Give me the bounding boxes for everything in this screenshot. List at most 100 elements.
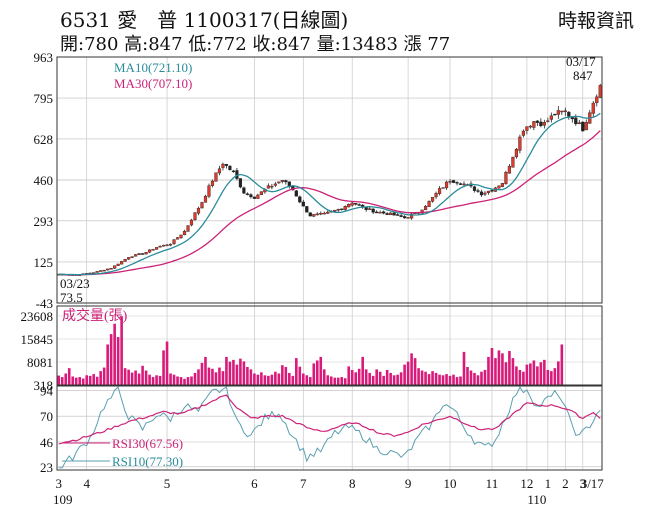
volume-bar	[99, 371, 102, 385]
candle-body	[168, 243, 173, 246]
candle-body	[350, 202, 354, 206]
candle-body	[95, 271, 99, 273]
volume-bar	[487, 356, 490, 385]
candle-body	[423, 206, 428, 211]
month-label: 1	[545, 476, 552, 491]
volume-bar	[431, 371, 434, 385]
volume-bar	[529, 363, 532, 385]
rsi-tick-label: 46	[40, 435, 54, 450]
volume-bar	[207, 367, 211, 385]
candle-body	[357, 204, 361, 206]
candle-body	[399, 215, 403, 217]
volume-bar	[78, 377, 82, 385]
month-label: 3	[55, 476, 62, 491]
volume-bar	[295, 358, 298, 385]
candle-body	[500, 183, 505, 187]
candle-body	[109, 268, 113, 270]
candle-body	[210, 180, 215, 186]
candle-body	[518, 136, 522, 151]
candle-body	[427, 201, 431, 207]
volume-bar	[399, 372, 403, 385]
candle-body	[207, 185, 211, 197]
year-label-110: 110	[527, 492, 546, 507]
month-label: 9	[405, 476, 412, 491]
candle-body	[389, 212, 393, 216]
candle-body	[182, 231, 187, 236]
candle-body	[430, 197, 435, 202]
candle-body	[595, 96, 599, 104]
volume-bars	[57, 316, 564, 385]
candle-body	[147, 249, 152, 253]
candle-body	[123, 259, 127, 262]
volume-bar	[448, 375, 452, 385]
volume-bar	[267, 375, 270, 385]
panel-frame	[56, 305, 603, 386]
candle-body	[458, 183, 463, 185]
candle-body	[266, 185, 270, 189]
volume-bar	[277, 373, 281, 385]
price-candles	[57, 83, 602, 276]
price-tick-label: 628	[34, 132, 54, 147]
candle-body	[312, 214, 316, 217]
candle-body	[130, 256, 134, 258]
volume-bar	[60, 377, 64, 385]
volume-bar	[190, 376, 193, 385]
candle-body	[556, 110, 560, 115]
volume-bar	[385, 369, 389, 385]
candle-body	[144, 252, 148, 255]
volume-bar	[270, 374, 274, 385]
price-tick-label: 963	[34, 50, 54, 65]
rsi-tick-label: 70	[40, 409, 53, 424]
volume-bar	[235, 364, 239, 385]
volume-bar	[158, 375, 162, 385]
volume-bar	[186, 377, 190, 385]
last-date-label: 03/17	[566, 54, 596, 69]
candle-body	[392, 212, 396, 216]
candle-body	[511, 156, 515, 168]
volume-bar	[137, 373, 141, 385]
volume-bar	[214, 372, 218, 385]
month-label: 3	[580, 476, 587, 491]
volume-bar	[225, 356, 228, 385]
volume-bar	[183, 378, 186, 385]
candle-body	[549, 115, 553, 120]
month-label: 12	[520, 476, 533, 491]
ma30-line	[58, 130, 601, 276]
candle-body	[514, 148, 519, 158]
volume-bar	[515, 366, 518, 385]
volume-bar	[102, 367, 106, 385]
volume-bar	[319, 356, 323, 385]
candle-body	[434, 193, 438, 198]
candle-body	[280, 180, 284, 182]
candle-body	[137, 253, 141, 255]
volume-bar	[221, 371, 225, 385]
candle-body	[591, 102, 595, 114]
volume-bar	[375, 369, 378, 385]
candle-body	[140, 253, 145, 255]
volume-bar	[228, 361, 232, 385]
volume-bar	[354, 372, 358, 385]
volume-bar	[410, 353, 413, 385]
month-label: 2	[562, 476, 569, 491]
volume-bar	[263, 375, 267, 385]
volume-bar	[151, 377, 155, 385]
volume-bar	[333, 377, 337, 385]
month-label: 8	[349, 476, 356, 491]
candle-body	[354, 203, 358, 205]
panel-frame	[56, 385, 603, 471]
volume-bar	[497, 350, 501, 385]
volume-bar	[81, 378, 85, 385]
candle-body	[277, 181, 281, 184]
candle-body	[560, 110, 564, 113]
volume-bar	[71, 376, 75, 385]
volume-bar	[329, 376, 333, 385]
candle-body	[113, 265, 117, 269]
candle-body	[134, 254, 138, 257]
volume-bar	[511, 358, 515, 385]
price-stats: 開:780 高:847 低:772 收:847 量:13483 漲 77	[60, 34, 451, 55]
volume-bar	[246, 366, 249, 385]
candle-body	[259, 191, 263, 195]
volume-bar	[116, 337, 120, 385]
volume-bar	[357, 368, 361, 385]
candle-body	[378, 211, 382, 214]
